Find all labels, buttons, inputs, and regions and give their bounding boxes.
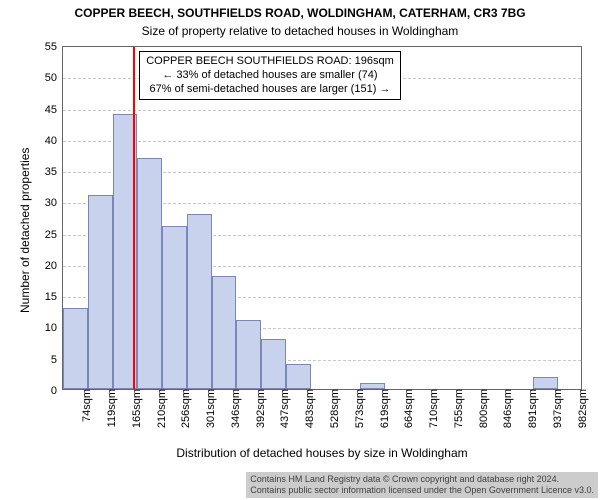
histogram-bar <box>286 364 311 389</box>
x-tick-label: 210sqm <box>150 389 168 428</box>
y-tick-label: 35 <box>45 166 63 178</box>
x-tick-label: 437sqm <box>273 389 291 428</box>
y-tick-label: 20 <box>45 260 63 272</box>
grid-line <box>63 110 581 111</box>
x-tick-label: 664sqm <box>397 389 415 428</box>
y-tick-label: 50 <box>45 72 63 84</box>
x-tick-label: 119sqm <box>100 389 118 427</box>
attribution-box: Contains HM Land Registry data © Crown c… <box>246 472 598 499</box>
y-tick-label: 0 <box>51 385 63 397</box>
x-tick-label: 301sqm <box>199 389 217 428</box>
x-tick-label: 256sqm <box>174 389 192 428</box>
x-tick-label: 74sqm <box>75 389 93 422</box>
x-tick-label: 528sqm <box>323 389 341 428</box>
x-tick-label: 982sqm <box>571 389 589 428</box>
x-tick-label: 710sqm <box>422 389 440 428</box>
annotation-line: ← 33% of detached houses are smaller (74… <box>146 69 394 83</box>
attribution-line: Contains HM Land Registry data © Crown c… <box>250 474 594 485</box>
y-tick-label: 15 <box>45 291 63 303</box>
annotation-line: COPPER BEECH SOUTHFIELDS ROAD: 196sqm <box>146 55 394 69</box>
y-tick-label: 10 <box>45 322 63 334</box>
x-tick-label: 346sqm <box>224 389 242 428</box>
y-tick-label: 40 <box>45 135 63 147</box>
histogram-bar <box>137 158 162 389</box>
y-tick-label: 30 <box>45 197 63 209</box>
y-tick-label: 45 <box>45 104 63 116</box>
x-tick-label: 846sqm <box>496 389 514 428</box>
chart-container: COPPER BEECH, SOUTHFIELDS ROAD, WOLDINGH… <box>0 0 600 500</box>
histogram-bar <box>261 339 286 389</box>
x-tick-label: 937sqm <box>546 389 564 428</box>
y-tick-label: 25 <box>45 229 63 241</box>
x-tick-label: 619sqm <box>373 389 391 428</box>
x-tick-label: 392sqm <box>249 389 267 428</box>
x-tick-label: 755sqm <box>447 389 465 428</box>
y-tick-label: 5 <box>51 354 63 366</box>
histogram-bar <box>88 195 113 389</box>
x-axis-label: Distribution of detached houses by size … <box>62 446 582 460</box>
plot-area: 051015202530354045505574sqm119sqm165sqm2… <box>62 46 582 390</box>
histogram-bar <box>63 308 88 389</box>
histogram-bar <box>236 320 261 389</box>
x-tick-label: 573sqm <box>348 389 366 428</box>
reference-line <box>133 47 135 389</box>
x-tick-label: 800sqm <box>472 389 490 428</box>
attribution-line: Contains public sector information licen… <box>250 485 594 496</box>
y-axis-label: Number of detached properties <box>18 148 32 313</box>
chart-title: COPPER BEECH, SOUTHFIELDS ROAD, WOLDINGH… <box>0 6 600 20</box>
histogram-bar <box>533 377 558 390</box>
annotation-box: COPPER BEECH SOUTHFIELDS ROAD: 196sqm← 3… <box>139 51 401 100</box>
annotation-line: 67% of semi-detached houses are larger (… <box>146 83 394 97</box>
grid-line <box>63 141 581 142</box>
histogram-bar <box>162 226 187 389</box>
chart-subtitle: Size of property relative to detached ho… <box>0 24 600 38</box>
x-tick-label: 165sqm <box>125 389 143 428</box>
x-tick-label: 891sqm <box>521 389 539 428</box>
y-tick-label: 55 <box>45 41 63 53</box>
histogram-bar <box>187 214 212 389</box>
histogram-bar <box>212 276 237 389</box>
x-tick-label: 483sqm <box>298 389 316 428</box>
